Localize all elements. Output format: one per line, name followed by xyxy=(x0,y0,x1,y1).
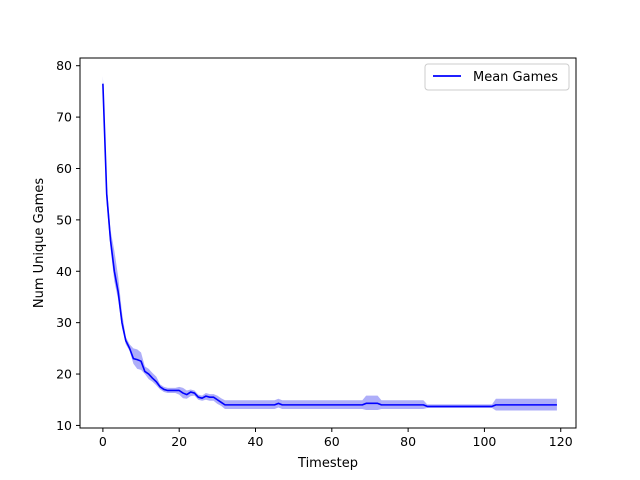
y-tick-label: 60 xyxy=(56,161,72,176)
x-tick-label: 80 xyxy=(400,434,416,449)
x-tick-label: 40 xyxy=(248,434,264,449)
series-line-mean-games xyxy=(102,83,557,408)
confidence-band xyxy=(102,75,557,411)
x-tick-label: 120 xyxy=(549,434,573,449)
axes-frame xyxy=(79,57,577,429)
y-tick-label: 20 xyxy=(56,367,72,382)
y-tick-label: 50 xyxy=(56,212,72,227)
legend-box xyxy=(424,63,570,91)
x-tick-label: 0 xyxy=(99,434,107,449)
y-axis-label: Num Unique Games xyxy=(32,178,47,308)
legend: Mean Games xyxy=(424,63,570,91)
y-tick-label: 40 xyxy=(56,264,72,279)
x-tick-label: 60 xyxy=(324,434,340,449)
x-tick-label: 100 xyxy=(473,434,497,449)
y-tick-label: 10 xyxy=(56,418,72,433)
x-axis-label: Timestep xyxy=(297,456,358,471)
y-tick-label: 30 xyxy=(56,315,72,330)
x-tick-label: 20 xyxy=(171,434,187,449)
legend-label-mean-games: Mean Games xyxy=(473,70,558,85)
y-tick-label: 80 xyxy=(56,58,72,73)
y-tick-label: 70 xyxy=(56,110,72,125)
